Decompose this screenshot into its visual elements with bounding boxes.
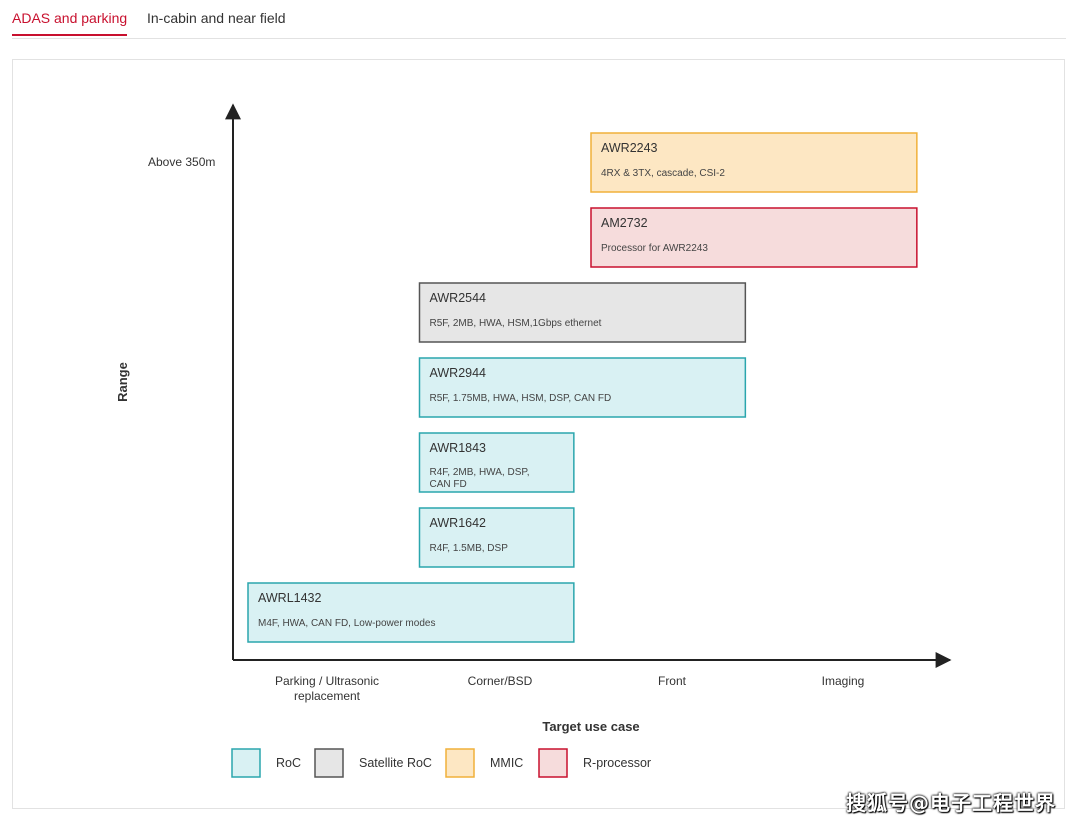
legend-label: RoC [276,756,301,770]
tab-in-cabin-and-near-field[interactable]: In-cabin and near field [147,10,286,26]
active-tab-indicator [12,34,127,36]
legend-item-satellite-roc: Satellite RoC [314,748,432,778]
device-description: 4RX & 3TX, cascade, CSI-2 [601,168,725,179]
device-name: AWR1843 [430,441,487,455]
device-box-awr1642: AWR1642 R4F, 1.5MB, DSP [418,507,575,568]
device-name: AWR2944 [430,366,487,380]
device-description: Processor for AWR2243 [601,243,708,254]
device-rect [418,432,575,493]
device-rect [590,207,918,268]
x-tick-label: replacement [294,689,361,703]
legend-item-mmic: MMIC [445,748,523,778]
device-description: M4F, HWA, CAN FD, Low-power modes [258,618,435,629]
legend-swatch [314,748,344,778]
legend-label: R-processor [583,756,651,770]
device-name: AWR2243 [601,141,658,155]
device-box-am2732: AM2732 Processor for AWR2243 [590,207,918,268]
device-description: R4F, 1.5MB, DSP [430,543,509,554]
device-name: AWR1642 [430,516,487,530]
legend-item-r-processor: R-processor [538,748,651,778]
x-tick-label: Parking / Ultrasonic [275,674,379,688]
device-rect [418,282,747,343]
legend-swatch [445,748,475,778]
legend-item-roc: RoC [231,748,301,778]
device-name: AM2732 [601,216,648,230]
x-tick-label: Corner/BSD [468,674,533,688]
y-tick-label: Above 350m [148,155,215,169]
chart-panel: AWR2243 4RX & 3TX, cascade, CSI-2 AM2732 Pr… [12,59,1065,809]
legend-swatch [538,748,568,778]
device-description: CAN FD [430,479,467,490]
device-rect [247,582,575,643]
device-box-awrl1432: AWRL1432 M4F, HWA, CAN FD, Low-power mode… [247,582,575,643]
device-name: AWRL1432 [258,591,322,605]
device-rect [418,357,747,418]
device-box-awr2243: AWR2243 4RX & 3TX, cascade, CSI-2 [590,132,918,193]
watermark: 搜狐号@电子工程世界 [846,791,1056,815]
x-axis-title: Target use case [542,719,639,734]
y-axis-title: Range [115,362,130,402]
legend-label: MMIC [490,756,523,770]
device-name: AWR2544 [430,291,487,305]
device-box-awr2944: AWR2944 R5F, 1.75MB, HWA, HSM, DSP, CAN F… [418,357,747,418]
legend-swatch [231,748,261,778]
device-description: R5F, 1.75MB, HWA, HSM, DSP, CAN FD [430,393,612,404]
device-description: R5F, 2MB, HWA, HSM,1Gbps ethernet [430,318,602,329]
device-rect [418,507,575,568]
device-rect [590,132,918,193]
legend-label: Satellite RoC [359,756,432,770]
x-tick-label: Front [658,674,687,688]
device-box-awr1843: AWR1843 R4F, 2MB, HWA, DSP,CAN FD [418,432,575,493]
device-description: R4F, 2MB, HWA, DSP, [430,467,530,478]
tab-adas-and-parking[interactable]: ADAS and parking [12,10,128,26]
range-chart: AWR2243 4RX & 3TX, cascade, CSI-2 AM2732 Pr… [115,103,952,778]
tab-bar: ADAS and parking In-cabin and near field [12,0,1066,39]
device-box-awr2544: AWR2544 R5F, 2MB, HWA, HSM,1Gbps ethernet [418,282,747,343]
x-tick-label: Imaging [822,674,865,688]
